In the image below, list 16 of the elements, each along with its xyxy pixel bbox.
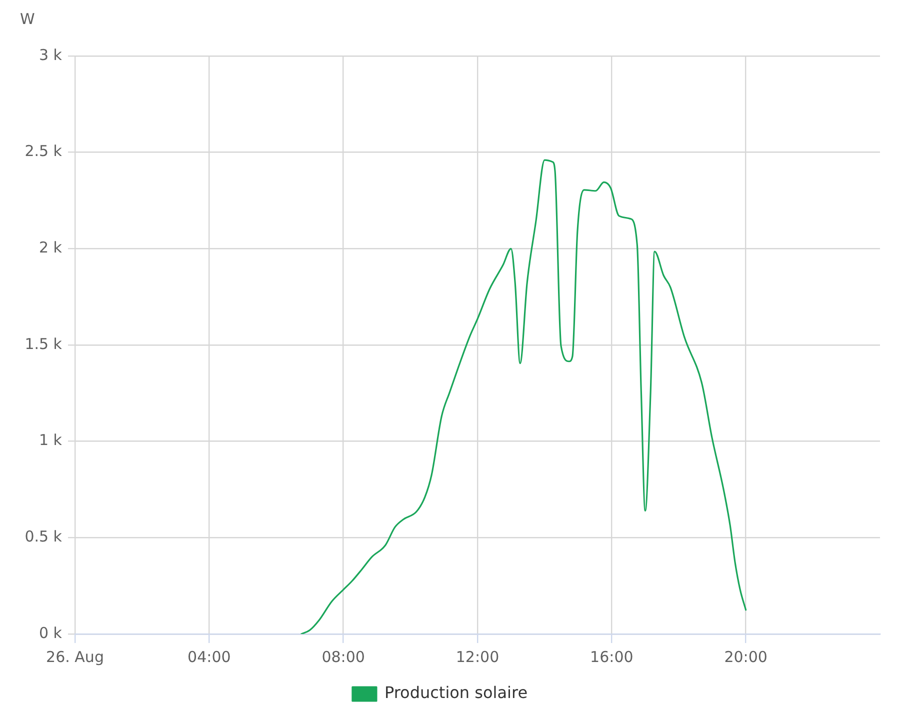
y-tick-label: 1 k	[39, 431, 62, 450]
y-tick-label: 0 k	[39, 624, 62, 642]
y-tick-label: 2.5 k	[24, 142, 62, 160]
x-tick-label: 08:00	[322, 648, 365, 666]
y-tick-label: 1.5 k	[24, 334, 62, 353]
y-tick-label: 2 k	[39, 238, 62, 257]
y-tick-label: 0.5 k	[24, 528, 62, 546]
x-tick-label: 12:00	[456, 648, 500, 666]
x-tick-label: 26. Aug	[46, 648, 104, 666]
y-tick-label: 3 k	[39, 46, 62, 64]
x-tick-label: 16:00	[590, 648, 634, 666]
line-series	[300, 159, 747, 634]
y-axis-title: W	[20, 10, 35, 28]
legend-label: Production solaire	[384, 683, 528, 702]
x-tick-label: 04:00	[188, 648, 231, 666]
x-tick-label: 20:00	[724, 648, 768, 666]
